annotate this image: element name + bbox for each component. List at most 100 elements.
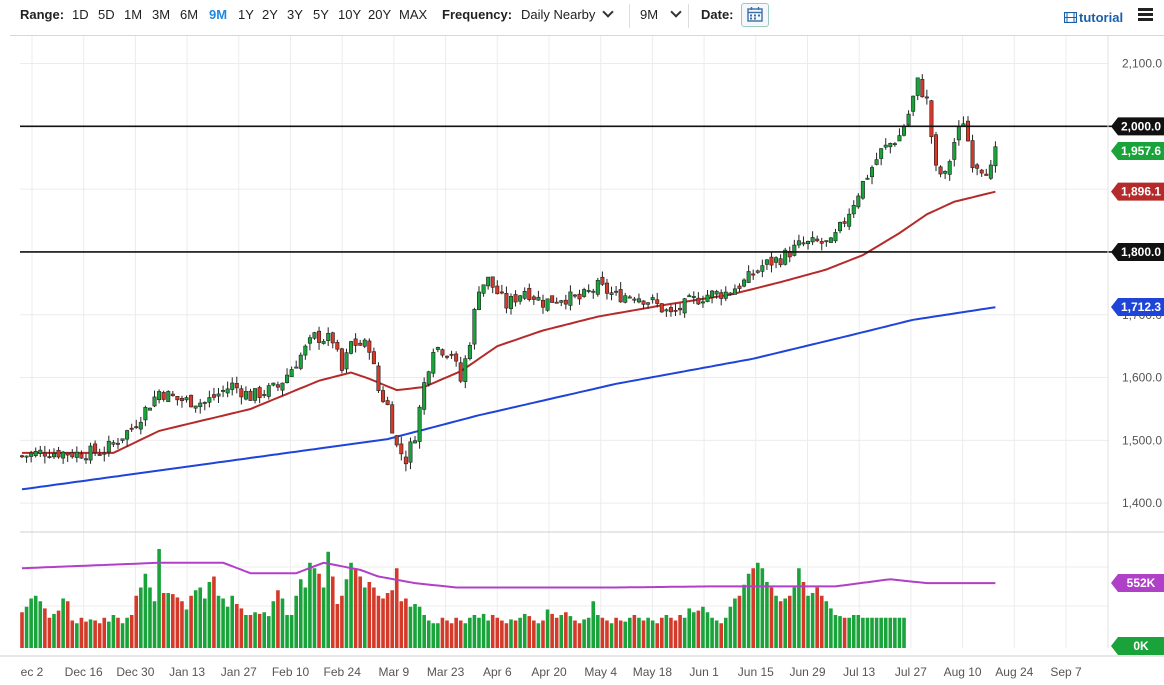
range-button-1m[interactable]: 1M: [124, 7, 143, 22]
candle-body: [792, 244, 797, 256]
volume-bar: [554, 617, 559, 648]
chevron-down-icon: [602, 6, 615, 18]
volume-bar: [861, 617, 865, 648]
candle-body: [344, 352, 349, 370]
x-tick-label: May 4: [584, 665, 617, 679]
volume-bar: [376, 595, 381, 648]
candle-body: [636, 298, 641, 303]
candle-body: [413, 440, 418, 444]
candle-body: [349, 341, 354, 354]
candle-body: [760, 265, 765, 272]
volume-bar: [198, 587, 203, 648]
volume-bar: [810, 593, 815, 648]
x-tick-label: Jun 29: [789, 665, 825, 679]
candle-body: [965, 120, 970, 142]
candle-body: [394, 435, 399, 446]
volume-bar: [609, 623, 614, 648]
volume-bar: [856, 615, 861, 648]
candle-body: [518, 295, 523, 302]
volume-bar: [842, 617, 847, 648]
candle-body: [618, 289, 623, 303]
candle-body: [714, 291, 719, 295]
volume-bar: [618, 620, 623, 648]
range-button-2y[interactable]: 2Y: [262, 7, 278, 22]
range-button-1d[interactable]: 1D: [72, 7, 89, 22]
volume-bar: [614, 617, 618, 648]
volume-bar: [216, 595, 221, 648]
volume-bar: [29, 598, 33, 648]
candle-body: [700, 301, 705, 304]
candle-body: [312, 332, 317, 339]
volume-bar: [518, 617, 522, 648]
range-button-10y[interactable]: 10Y: [338, 7, 362, 22]
volume-bar: [545, 609, 550, 648]
date-label: Date:: [701, 7, 734, 22]
candle-body: [266, 385, 271, 397]
volume-bar: [463, 623, 468, 648]
volume-bar: [367, 582, 372, 648]
candle-body: [956, 125, 961, 141]
volume-bar: [541, 620, 545, 648]
volume-bar: [111, 615, 116, 648]
price-chart[interactable]: 1,400.01,500.01,600.01,700.01,800.01,900…: [0, 36, 1164, 685]
candle-body: [61, 451, 66, 459]
volume-bar: [134, 595, 139, 648]
volume-bar: [20, 612, 24, 648]
candle-body: [828, 237, 833, 243]
y-tick-label: 1,400.0: [1122, 496, 1162, 510]
tutorial-link[interactable]: tutorial: [1063, 10, 1123, 25]
volume-bar: [88, 619, 93, 648]
volume-bar: [815, 587, 819, 648]
range-button-1y[interactable]: 1Y: [238, 7, 254, 22]
volume-bar: [102, 617, 107, 648]
range-button-5d[interactable]: 5D: [98, 7, 115, 22]
volume-average-line: [21, 561, 996, 589]
candle-body: [851, 205, 856, 215]
candle-body: [88, 445, 93, 461]
last-price-badge: 1,957.6: [1111, 141, 1164, 160]
candle-body: [691, 296, 696, 298]
x-tick-label: Jul 27: [895, 665, 927, 679]
candle-body: [56, 449, 61, 458]
range-button-5y[interactable]: 5Y: [313, 7, 329, 22]
candle-body: [431, 351, 436, 374]
frequency-dropdown[interactable]: Daily Nearby: [521, 6, 615, 24]
range-button-9m[interactable]: 9M: [209, 7, 228, 22]
range-button-max[interactable]: MAX: [399, 7, 428, 22]
candle-body: [138, 421, 143, 430]
range-button-20y[interactable]: 20Y: [368, 7, 392, 22]
range-button-3y[interactable]: 3Y: [287, 7, 303, 22]
volume-bar: [93, 620, 97, 648]
volume-bar: [646, 617, 650, 648]
candle-body: [833, 232, 838, 242]
candle-body: [239, 388, 244, 398]
volume-bar: [801, 582, 806, 648]
candle-body: [856, 195, 861, 208]
menu-icon[interactable]: [1138, 8, 1153, 22]
candle-body: [847, 213, 852, 227]
range-button-6m[interactable]: 6M: [180, 7, 199, 22]
x-tick-label: May 18: [633, 665, 673, 679]
candle-body: [600, 276, 605, 285]
x-tick-label: Mar 23: [427, 665, 465, 679]
volume-bar: [56, 610, 61, 648]
volume-bar: [52, 613, 56, 648]
volume-bar: [710, 617, 714, 648]
date-picker-button[interactable]: [741, 3, 769, 27]
candle-body: [883, 144, 888, 148]
candle-body: [545, 298, 550, 311]
candle-body: [806, 240, 811, 245]
volume-bar: [285, 615, 289, 648]
candle-body: [906, 113, 911, 126]
level-badge-1800: 1,800.0: [1111, 242, 1164, 261]
period-dropdown[interactable]: 9M: [640, 6, 682, 24]
volume-bar: [289, 615, 294, 648]
volume-bar: [733, 598, 737, 648]
volume-bar: [687, 608, 692, 648]
candle-body: [298, 354, 303, 369]
range-button-3m[interactable]: 3M: [152, 7, 171, 22]
volume-panel: [20, 549, 996, 648]
candle-body: [248, 390, 253, 401]
candle-body: [65, 452, 70, 456]
x-tick-label: Dec 30: [116, 665, 154, 679]
